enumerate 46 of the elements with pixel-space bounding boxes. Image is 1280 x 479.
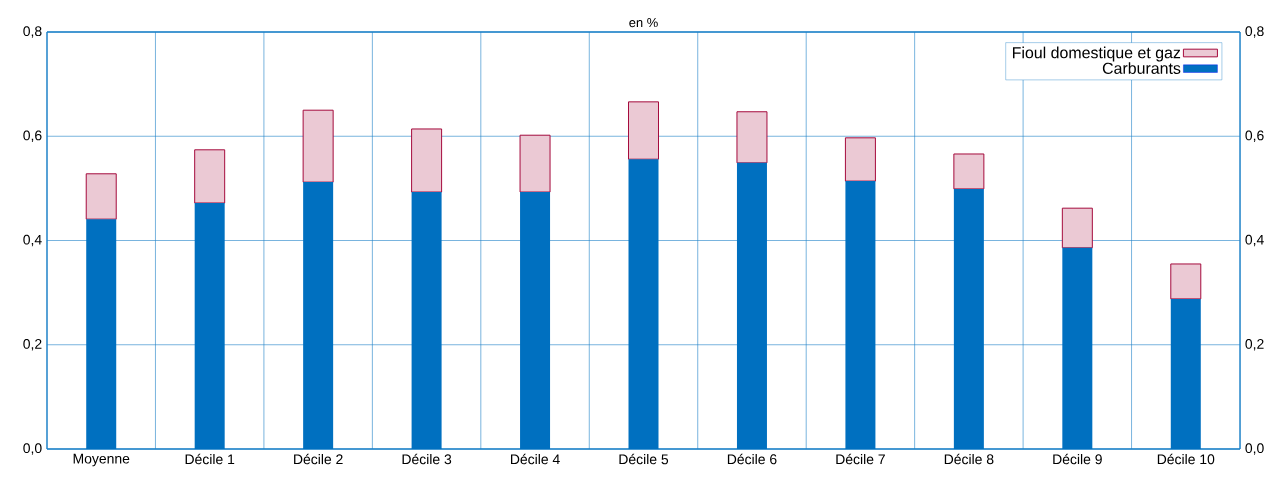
y2-tick-label: 0,6 — [1245, 130, 1264, 143]
bar — [628, 101, 659, 160]
bar — [519, 134, 551, 193]
bar — [1061, 207, 1093, 249]
legend-label: Carburants — [1102, 62, 1181, 74]
bar — [1062, 247, 1093, 449]
bar — [953, 153, 985, 190]
y2-tick-label: 0,8 — [1245, 26, 1264, 38]
x-tick-label: Décile 1 — [185, 453, 235, 465]
bar — [194, 202, 225, 449]
bar — [194, 149, 226, 204]
x-tick-label: Décile 10 — [1157, 453, 1215, 465]
bar — [953, 188, 984, 449]
y-axis-title: en % — [629, 18, 658, 28]
bar — [85, 173, 117, 220]
bar — [844, 137, 876, 182]
y-tick-label: 0,4 — [23, 234, 42, 247]
bar — [1170, 263, 1202, 300]
bar — [86, 219, 117, 449]
bar — [302, 109, 334, 183]
bar — [628, 159, 659, 449]
bar — [736, 111, 768, 164]
x-tick-label: Décile 4 — [510, 453, 560, 465]
bar — [736, 162, 767, 449]
y-tick-label: 0,6 — [23, 130, 42, 143]
bar — [1170, 298, 1201, 449]
bar — [303, 182, 334, 449]
x-tick-label: Décile 9 — [1053, 453, 1102, 465]
y-tick-label: 0,8 — [23, 26, 42, 38]
y-tick-label: 0,0 — [23, 443, 42, 455]
bar — [520, 192, 551, 449]
x-tick-label: Décile 2 — [294, 453, 343, 465]
x-tick-label: Décile 5 — [619, 453, 669, 465]
y-tick-label: 0,2 — [23, 338, 42, 351]
x-tick-label: Décile 6 — [727, 453, 777, 465]
x-tick-label: Décile 3 — [402, 453, 452, 465]
x-tick-label: Décile 8 — [944, 453, 994, 465]
bar — [845, 181, 876, 449]
x-tick-label: Moyenne — [73, 453, 130, 467]
y2-tick-label: 0,0 — [1245, 443, 1264, 455]
y2-tick-label: 0,4 — [1245, 234, 1264, 247]
bar — [411, 128, 443, 193]
bar — [411, 192, 442, 449]
y2-tick-label: 0,2 — [1245, 338, 1264, 351]
legend-label: Fioul domestique et gaz — [1012, 46, 1181, 62]
x-tick-label: Décile 7 — [836, 453, 885, 465]
